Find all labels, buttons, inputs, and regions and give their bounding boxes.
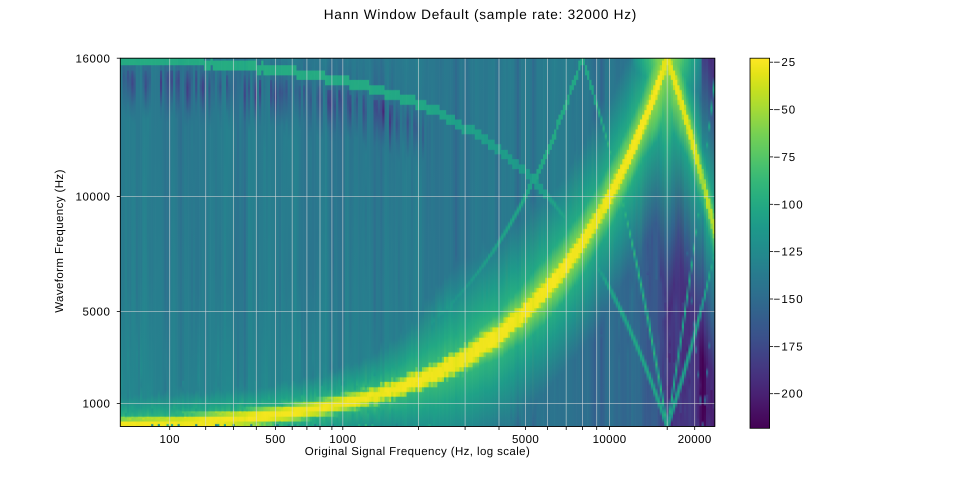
svg-text:−200: −200 [774, 389, 804, 401]
svg-text:10000: 10000 [76, 192, 111, 204]
svg-text:5000: 5000 [512, 434, 539, 446]
svg-text:500: 500 [265, 434, 285, 446]
svg-text:Original Signal Frequency (Hz,: Original Signal Frequency (Hz, log scale… [305, 446, 530, 458]
svg-text:20000: 20000 [678, 434, 712, 446]
svg-text:5000: 5000 [83, 307, 111, 319]
svg-text:−50: −50 [774, 105, 797, 117]
svg-text:Hann Window Default (sample ra: Hann Window Default (sample rate: 32000 … [324, 7, 637, 22]
svg-text:−25: −25 [774, 57, 797, 69]
svg-text:1000: 1000 [83, 399, 111, 411]
svg-text:−100: −100 [774, 199, 804, 211]
svg-text:10000: 10000 [593, 434, 627, 446]
svg-text:−125: −125 [774, 247, 804, 259]
svg-text:−75: −75 [774, 152, 797, 164]
svg-text:−150: −150 [774, 294, 804, 306]
svg-text:1000: 1000 [329, 434, 356, 446]
svg-text:16000: 16000 [76, 53, 111, 65]
svg-text:−175: −175 [774, 341, 804, 353]
svg-text:100: 100 [160, 434, 180, 446]
svg-text:Waveform Frequency (Hz): Waveform Frequency (Hz) [54, 169, 66, 313]
